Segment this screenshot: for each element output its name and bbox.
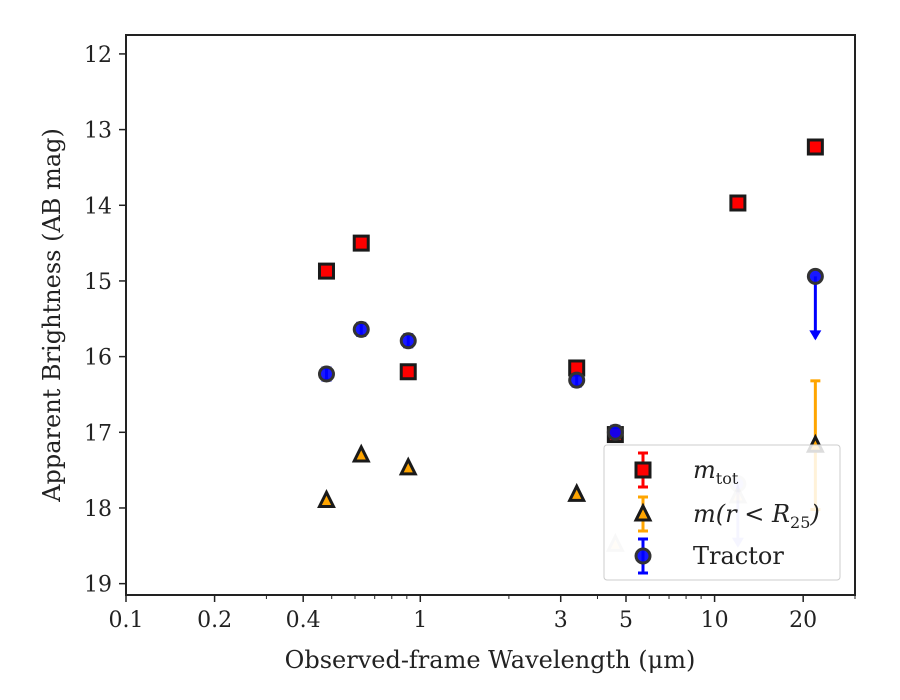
data-point	[806, 138, 824, 156]
data-point	[806, 267, 824, 285]
x-tick-label: 5	[619, 608, 633, 633]
legend-label: m(r < R25)	[693, 500, 820, 532]
x-axis-title: Observed-frame Wavelength (μm)	[285, 646, 696, 674]
data-point	[567, 482, 587, 502]
upper-limit-arrow-head	[809, 330, 822, 341]
y-tick-label: 12	[84, 43, 112, 68]
legend-label: Tractor	[693, 542, 784, 570]
x-tick-label: 1	[413, 608, 427, 633]
y-tick-label: 13	[84, 119, 112, 144]
y-axis-title: Apparent Brightness (AB mag)	[38, 128, 66, 503]
y-tick-label: 17	[84, 421, 112, 446]
data-point	[568, 371, 586, 389]
legend-marker	[634, 461, 652, 479]
data-point	[317, 262, 335, 280]
x-tick-label: 20	[789, 608, 817, 633]
y-tick-label: 19	[84, 573, 112, 598]
data-point	[398, 456, 418, 476]
legend-marker	[634, 547, 652, 565]
legend: mtot m(r < R25) Tractor	[603, 444, 841, 581]
y-tick-label: 14	[84, 194, 112, 219]
data-point	[606, 423, 624, 441]
data-point	[317, 365, 335, 383]
data-point	[351, 443, 371, 463]
y-tick-label: 15	[84, 270, 112, 295]
legend-label: mtot	[693, 456, 739, 488]
x-tick-label: 0.4	[286, 608, 321, 633]
data-point	[317, 488, 336, 508]
x-tick-label: 0.1	[109, 608, 144, 633]
plot-frame	[125, 34, 856, 596]
x-tick-label: 0.2	[197, 608, 232, 633]
upper-limit-arrow	[809, 276, 822, 341]
y-tick-label: 16	[84, 346, 112, 371]
legend-box	[603, 444, 841, 581]
data-point	[399, 332, 417, 350]
data-point	[352, 234, 370, 252]
x-tick-label: 10	[701, 608, 729, 633]
data-point	[352, 320, 370, 338]
data-point	[729, 194, 747, 212]
data-point	[399, 363, 417, 381]
y-tick-label: 18	[84, 497, 112, 522]
legend-marker	[633, 502, 653, 522]
x-tick-label: 3	[554, 608, 568, 633]
